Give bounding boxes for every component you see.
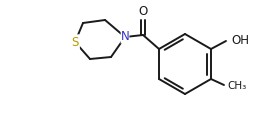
Text: O: O <box>138 5 148 18</box>
Text: OH: OH <box>231 34 249 48</box>
Text: CH₃: CH₃ <box>227 81 246 91</box>
Text: N: N <box>121 30 129 44</box>
Text: S: S <box>71 36 79 48</box>
